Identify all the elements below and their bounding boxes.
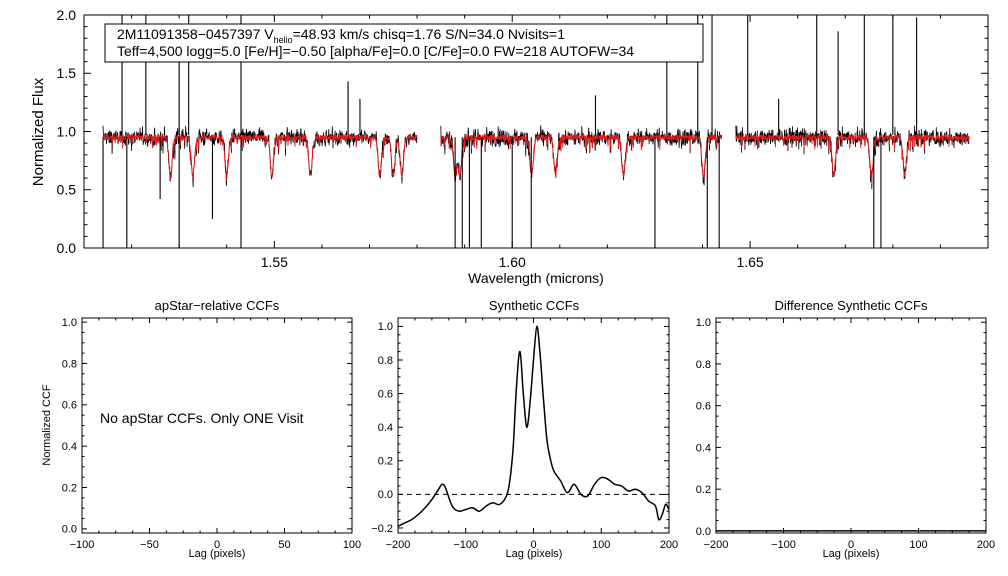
apstar-annotation: No apStar CCFs. Only ONE Visit <box>100 410 304 426</box>
y-tick-label: 0.0 <box>378 489 393 501</box>
x-tick-label: 0 <box>530 539 536 551</box>
y-tick-label: 0.0 <box>62 524 77 536</box>
x-tick-label: 100 <box>592 539 610 551</box>
x-tick-label: 1.65 <box>736 254 763 270</box>
y-tick-label: 0.2 <box>62 482 77 494</box>
spectrum-data <box>102 15 970 248</box>
y-tick-label: 0.8 <box>378 355 393 367</box>
y-tick-label: 1.5 <box>57 65 77 81</box>
y-tick-label: 0.8 <box>696 359 711 371</box>
y-tick-label: 1.0 <box>696 317 711 329</box>
x-tick-label: −200 <box>704 539 729 551</box>
x-tick-label: 1.55 <box>261 254 288 270</box>
synthetic-ccf-line <box>397 325 670 527</box>
y-tick-label: 0.2 <box>696 484 711 496</box>
apstar-x-label: Lag (pixels) <box>189 548 246 560</box>
spectrum-ticks: 1.55 1.60 1.65 0.0 0.5 1.0 1.5 2.0 <box>57 7 989 270</box>
x-tick-label: 200 <box>660 539 678 551</box>
y-tick-label: 0.8 <box>62 358 77 370</box>
y-tick-label: 0.4 <box>696 442 711 454</box>
spectrum-panel: 1.55 1.60 1.65 0.0 0.5 1.0 1.5 2.0 Wavelength (… <box>30 7 989 286</box>
synthetic-ticks: −200 −100 0 100 200 −0.2 0.0 0.2 0.4 0.6 0.8 1.0 <box>371 317 678 551</box>
synthetic-ccf-title: Synthetic CCFs <box>489 298 580 313</box>
x-tick-label: 100 <box>343 539 361 551</box>
y-tick-label: 1.0 <box>57 123 77 139</box>
x-tick-label: 0 <box>214 539 220 551</box>
difference-ccf-title: Difference Synthetic CCFs <box>775 298 928 313</box>
model-spectrum-line <box>102 133 418 182</box>
legend-line-1-star: 2M11091358−0457397 V <box>117 26 274 42</box>
y-tick-label: 0.2 <box>378 456 393 468</box>
x-tick-label: −100 <box>771 539 796 551</box>
x-tick-label: −50 <box>140 539 159 551</box>
y-tick-label: 2.0 <box>57 7 77 23</box>
x-tick-label: −200 <box>386 539 411 551</box>
y-tick-label: 0.6 <box>378 388 393 400</box>
x-tick-label: 200 <box>977 539 995 551</box>
spectrum-x-label: Wavelength (microns) <box>468 270 604 286</box>
y-tick-label: 0.6 <box>62 400 77 412</box>
synthetic-x-label: Lag (pixels) <box>506 548 563 560</box>
x-tick-label: 100 <box>909 539 927 551</box>
difference-ccf-panel: Difference Synthetic CCFs −200 −100 0 100 20… <box>696 298 995 560</box>
synthetic-ccf-panel: Synthetic CCFs −200 −100 0 100 200 −0.2 0.0 0.2… <box>371 298 678 560</box>
legend-box <box>104 23 704 63</box>
apstar-y-label: Normalized CCF <box>41 384 53 466</box>
apstar-ccf-panel: apStar−relative CCFs −100 −50 0 50 100 0.0 0.2… <box>41 298 361 560</box>
apstar-ccf-title: apStar−relative CCFs <box>155 298 280 313</box>
synthetic-ccf-data <box>397 325 670 527</box>
apstar-ticks: −100 −50 0 50 100 0.0 0.2 0.4 0.6 0.8 1.0 <box>62 317 361 551</box>
model-spectrum-line <box>440 133 723 180</box>
y-tick-label: 1.0 <box>378 321 393 333</box>
legend-line-2: Teff=4,500 logg=5.0 [Fe/H]=−0.50 [alpha/… <box>117 43 634 59</box>
x-tick-label: −100 <box>70 539 95 551</box>
observed-spectrum-line <box>440 125 722 186</box>
difference-axes-frame <box>715 317 987 534</box>
difference-ticks: −200 −100 0 100 200 0.0 0.2 0.4 0.6 0.8 1.0 <box>696 317 995 551</box>
spectrum-y-label: Normalized Flux <box>30 77 47 186</box>
difference-x-label: Lag (pixels) <box>823 548 880 560</box>
x-tick-label: 0 <box>848 539 854 551</box>
y-tick-label: 0.5 <box>57 182 77 198</box>
y-tick-label: 0.4 <box>378 422 393 434</box>
legend-line-1-subscript: helio <box>274 35 293 45</box>
y-tick-label: 0.0 <box>57 240 77 256</box>
x-tick-label: 50 <box>278 539 290 551</box>
model-spectrum-line <box>735 133 970 185</box>
y-tick-label: 1.0 <box>62 317 77 329</box>
synthetic-axes-frame <box>397 317 670 534</box>
y-tick-label: −0.2 <box>371 523 393 535</box>
y-tick-label: 0.6 <box>696 401 711 413</box>
legend-line-1: 2M11091358−0457397 Vhelio=48.93 km/s chi… <box>117 26 565 45</box>
x-tick-label: 1.60 <box>499 254 526 270</box>
y-tick-label: 0.0 <box>696 526 711 538</box>
y-tick-label: 0.4 <box>62 441 77 453</box>
spectrum-legend: 2M11091358−0457397 Vhelio=48.93 km/s chi… <box>104 23 704 63</box>
x-tick-label: −100 <box>453 539 478 551</box>
legend-line-1-params: =48.93 km/s chisq=1.76 S/N=34.0 Nvisits=… <box>293 26 566 42</box>
